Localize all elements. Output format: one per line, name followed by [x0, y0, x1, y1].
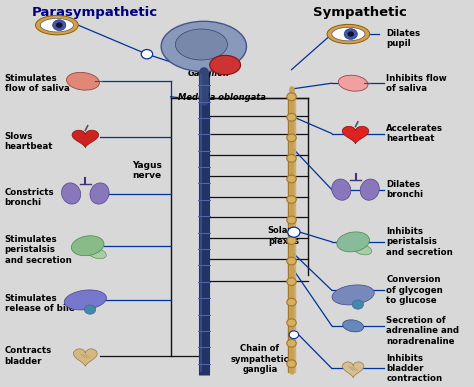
Text: Conversion
of glycogen
to glucose: Conversion of glycogen to glucose: [386, 275, 443, 305]
Polygon shape: [73, 349, 97, 366]
Polygon shape: [72, 130, 99, 148]
Circle shape: [344, 29, 357, 39]
Text: Medulla oblongata: Medulla oblongata: [178, 93, 265, 102]
Ellipse shape: [327, 24, 370, 44]
Text: Solar
plexus: Solar plexus: [268, 226, 299, 246]
Text: Chain of
sympathetic
ganglia: Chain of sympathetic ganglia: [230, 344, 289, 374]
Text: Stimulates
release of bile: Stimulates release of bile: [5, 294, 74, 313]
Ellipse shape: [66, 72, 100, 90]
Circle shape: [287, 257, 296, 265]
Text: Stimulates
flow of saliva: Stimulates flow of saliva: [5, 74, 70, 93]
Ellipse shape: [343, 320, 364, 332]
Ellipse shape: [338, 75, 368, 91]
Text: Dilates
bronchi: Dilates bronchi: [386, 180, 423, 199]
Text: Stimulates
peristalsis
and secretion: Stimulates peristalsis and secretion: [5, 235, 72, 265]
Text: Sympathetic: Sympathetic: [313, 6, 407, 19]
Ellipse shape: [72, 236, 104, 256]
Circle shape: [53, 20, 66, 31]
Circle shape: [287, 216, 296, 224]
Text: Parasympathetic: Parasympathetic: [32, 6, 158, 19]
Ellipse shape: [354, 244, 372, 255]
Circle shape: [287, 339, 296, 347]
Circle shape: [289, 331, 299, 339]
Text: Inhibits
peristalsis
and secretion: Inhibits peristalsis and secretion: [386, 227, 453, 257]
Circle shape: [287, 360, 296, 368]
Ellipse shape: [332, 285, 374, 305]
Polygon shape: [343, 362, 364, 378]
Text: Accelerates
heartbeat: Accelerates heartbeat: [386, 124, 443, 143]
Circle shape: [287, 175, 296, 183]
Text: Dilates
pupil: Dilates pupil: [386, 29, 420, 48]
Text: Secretion of
adrenaline and
noradrenaline: Secretion of adrenaline and noradrenalin…: [386, 316, 459, 346]
Circle shape: [287, 298, 296, 306]
Ellipse shape: [175, 29, 228, 60]
Ellipse shape: [337, 232, 369, 252]
Circle shape: [287, 278, 296, 286]
Ellipse shape: [36, 15, 78, 35]
Ellipse shape: [90, 183, 109, 204]
Circle shape: [84, 305, 96, 314]
Polygon shape: [342, 126, 369, 144]
Text: Ganglion: Ganglion: [187, 69, 229, 78]
Ellipse shape: [40, 18, 73, 32]
Circle shape: [287, 93, 296, 101]
Ellipse shape: [161, 21, 246, 72]
Text: Yagus
nerve: Yagus nerve: [132, 161, 162, 180]
Ellipse shape: [88, 248, 106, 259]
Ellipse shape: [64, 290, 107, 310]
Circle shape: [56, 22, 63, 28]
Text: Inhibits flow
of saliva: Inhibits flow of saliva: [386, 74, 447, 93]
Ellipse shape: [360, 179, 379, 200]
Text: Slows
heartbeat: Slows heartbeat: [5, 132, 53, 151]
Circle shape: [141, 50, 153, 59]
Circle shape: [287, 134, 296, 142]
Circle shape: [287, 195, 296, 203]
Circle shape: [287, 154, 296, 162]
Ellipse shape: [210, 55, 240, 75]
Circle shape: [347, 31, 354, 37]
Text: Constricts
bronchi: Constricts bronchi: [5, 188, 55, 207]
Text: Contracts
bladder: Contracts bladder: [5, 346, 52, 366]
Text: Inhibits
bladder
contraction: Inhibits bladder contraction: [386, 353, 442, 384]
Ellipse shape: [332, 179, 351, 200]
Ellipse shape: [332, 27, 365, 41]
Circle shape: [352, 300, 364, 309]
Ellipse shape: [62, 183, 81, 204]
Circle shape: [288, 227, 300, 237]
Circle shape: [287, 319, 296, 327]
Circle shape: [287, 237, 296, 245]
Circle shape: [287, 113, 296, 121]
